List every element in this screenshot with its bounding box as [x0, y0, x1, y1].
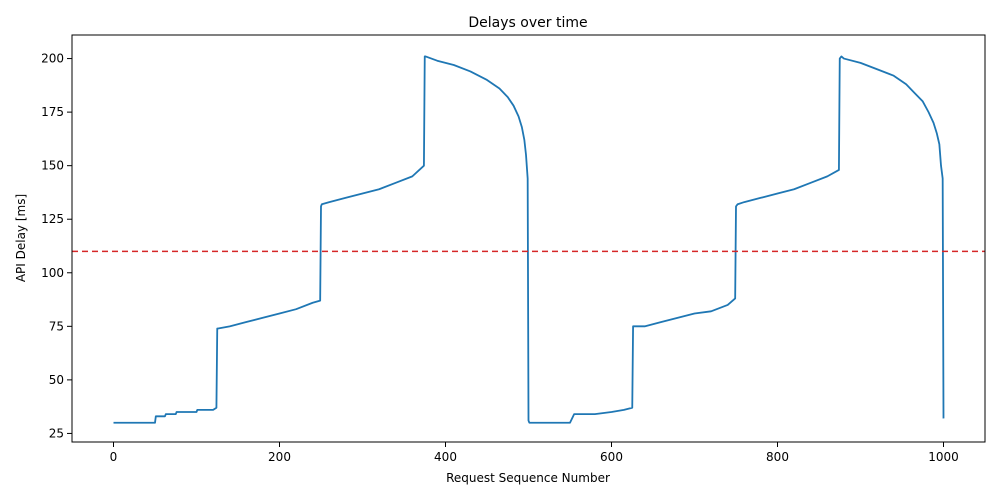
x-tick-label: 200 — [268, 450, 291, 464]
y-axis: 25 50 75 100 125 150 175 200 — [41, 52, 72, 440]
x-tick-label: 1000 — [928, 450, 959, 464]
x-tick-label: 800 — [766, 450, 789, 464]
y-tick-label: 200 — [41, 52, 64, 66]
chart-title: Delays over time — [468, 15, 587, 31]
y-tick-label: 125 — [41, 212, 64, 226]
y-tick-label: 175 — [41, 105, 64, 119]
y-tick-label: 50 — [49, 373, 64, 387]
plot-area — [72, 55, 985, 424]
y-tick-label: 150 — [41, 159, 64, 173]
y-tick-label: 100 — [41, 266, 64, 280]
x-tick-label: 0 — [110, 450, 118, 464]
x-tick-label: 600 — [600, 450, 623, 464]
y-tick-label: 25 — [49, 426, 64, 440]
plot-frame — [71, 34, 986, 443]
x-axis-label: Request Sequence Number — [446, 471, 610, 485]
x-axis: 0 200 400 600 800 1000 — [110, 442, 959, 464]
y-axis-label: API Delay [ms] — [14, 194, 28, 282]
series-line-0 — [113, 55, 945, 424]
y-tick-label: 75 — [49, 319, 64, 333]
x-tick-label: 400 — [434, 450, 457, 464]
